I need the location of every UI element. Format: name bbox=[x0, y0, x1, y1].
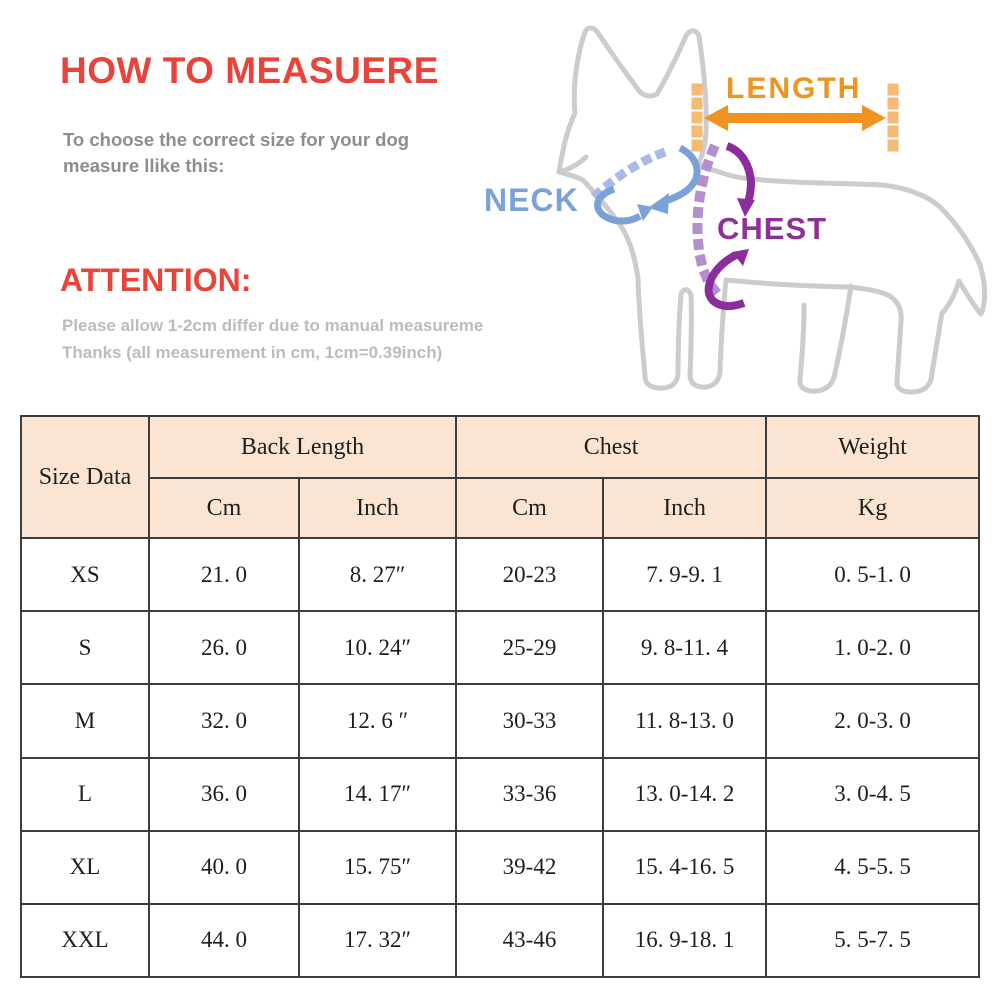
back-cm-cell: 36. 0 bbox=[148, 756, 300, 832]
back-inch-cell: 8. 27″ bbox=[297, 537, 458, 613]
back-inch-cell: 15. 75″ bbox=[297, 829, 458, 905]
page-title: HOW TO MEASUERE bbox=[60, 50, 439, 91]
back-inch-cell: 17. 32″ bbox=[297, 902, 458, 979]
dog-outline bbox=[556, 25, 988, 395]
chest-arrow-down-icon bbox=[725, 142, 756, 217]
sub-header-back-cm: Cm bbox=[148, 477, 300, 540]
size-table: Size Data Back Length Chest Weight Cm In… bbox=[20, 414, 981, 979]
dog-measure-diagram bbox=[556, 25, 988, 395]
table-row: XS 21. 0 8. 27″ 20-23 7. 9-9. 1 0. 5-1. … bbox=[20, 537, 981, 613]
size-cell: XS bbox=[20, 537, 150, 613]
chest-girth-dashes-icon bbox=[692, 143, 724, 300]
neck-label: NECK bbox=[484, 182, 579, 218]
weight-cell: 2. 0-3. 0 bbox=[765, 683, 981, 759]
chest-inch-cell: 9. 8-11. 4 bbox=[602, 610, 768, 686]
chest-inch-cell: 16. 9-18. 1 bbox=[602, 902, 768, 979]
chest-cm-cell: 43-46 bbox=[455, 902, 605, 979]
sub-header-weight-kg: Kg bbox=[765, 477, 981, 540]
table-row: XXL 44. 0 17. 32″ 43-46 16. 9-18. 1 5. 5… bbox=[20, 902, 981, 979]
group-header-chest: Chest bbox=[455, 414, 768, 480]
chest-label: CHEST bbox=[717, 211, 828, 246]
chest-cm-cell: 39-42 bbox=[455, 829, 605, 905]
weight-cell: 1. 0-2. 0 bbox=[765, 610, 981, 686]
neck-collar-dots-icon bbox=[590, 143, 680, 201]
attention-title: ATTENTION: bbox=[60, 262, 252, 298]
back-cm-cell: 40. 0 bbox=[148, 829, 300, 905]
back-cm-cell: 21. 0 bbox=[148, 537, 300, 613]
weight-cell: 4. 5-5. 5 bbox=[765, 829, 981, 905]
intro-line-1: To choose the correct size for your dog bbox=[63, 129, 410, 150]
chest-inch-cell: 11. 8-13. 0 bbox=[602, 683, 768, 759]
chest-inch-cell: 13. 0-14. 2 bbox=[602, 756, 768, 832]
back-cm-cell: 44. 0 bbox=[148, 902, 300, 979]
neck-arrow-icon bbox=[648, 144, 701, 214]
group-header-back-length: Back Length bbox=[147, 414, 458, 480]
back-cm-cell: 26. 0 bbox=[148, 610, 300, 686]
weight-cell: 5. 5-7. 5 bbox=[765, 902, 981, 979]
size-cell: L bbox=[20, 756, 150, 832]
length-arrow-icon bbox=[704, 105, 886, 131]
intro-text: To choose the correct size for your dog … bbox=[63, 127, 409, 180]
group-header-weight: Weight bbox=[765, 414, 981, 480]
back-inch-cell: 12. 6 ″ bbox=[297, 683, 458, 759]
back-cm-cell: 32. 0 bbox=[148, 683, 300, 759]
size-cell: S bbox=[20, 610, 150, 686]
table-row: XL 40. 0 15. 75″ 39-42 15. 4-16. 5 4. 5-… bbox=[20, 829, 981, 905]
attention-notes: Please allow 1-2cm differ due to manual … bbox=[62, 312, 510, 366]
sub-header-chest-inch: Inch bbox=[602, 477, 768, 540]
chest-cm-cell: 25-29 bbox=[455, 610, 605, 686]
chest-cm-cell: 33-36 bbox=[455, 756, 605, 832]
attention-note-1: Please allow 1-2cm differ due to manual … bbox=[62, 316, 484, 335]
neck-small-arrow-icon bbox=[594, 185, 653, 225]
attention-note-2: Thanks (all measurement in cm, 1cm=0.39i… bbox=[62, 343, 443, 363]
chest-inch-cell: 7. 9-9. 1 bbox=[602, 537, 768, 613]
size-cell: XL bbox=[20, 829, 150, 905]
table-row: M 32. 0 12. 6 ″ 30-33 11. 8-13. 0 2. 0-3… bbox=[20, 683, 981, 759]
intro-line-2: measure llike this: bbox=[63, 155, 225, 177]
chest-cm-cell: 30-33 bbox=[455, 683, 605, 759]
size-cell: XXL bbox=[20, 902, 150, 979]
sub-header-chest-cm: Cm bbox=[455, 477, 605, 540]
table-row: S 26. 0 10. 24″ 25-29 9. 8-11. 4 1. 0-2.… bbox=[20, 610, 981, 686]
chest-inch-cell: 15. 4-16. 5 bbox=[602, 829, 768, 905]
back-inch-cell: 14. 17″ bbox=[297, 756, 458, 832]
weight-cell: 0. 5-1. 0 bbox=[765, 537, 981, 613]
table-row: L 36. 0 14. 17″ 33-36 13. 0-14. 2 3. 0-4… bbox=[20, 756, 981, 832]
chest-cm-cell: 20-23 bbox=[455, 537, 605, 613]
weight-cell: 3. 0-4. 5 bbox=[765, 756, 981, 832]
size-cell: M bbox=[20, 683, 150, 759]
length-label: LENGTH bbox=[726, 72, 862, 105]
corner-cell: Size Data bbox=[20, 414, 150, 540]
sub-header-back-inch: Inch bbox=[297, 477, 458, 540]
back-inch-cell: 10. 24″ bbox=[297, 610, 458, 686]
chest-arrow-up-icon bbox=[704, 249, 749, 310]
